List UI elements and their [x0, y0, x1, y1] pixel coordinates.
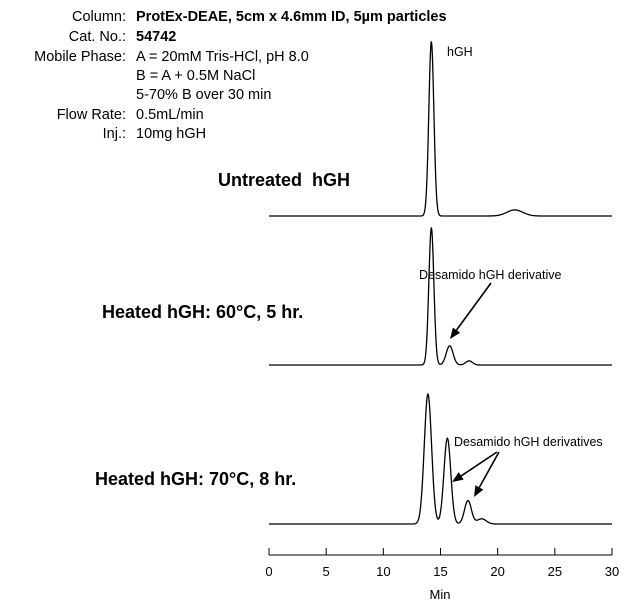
x-tick-label: 20 [490, 564, 504, 579]
injection-value: 10mg hGH [136, 126, 206, 142]
desamido-annotation-plural: Desamido hGH derivatives [454, 435, 603, 449]
x-tick-label: 30 [605, 564, 619, 579]
column-value: ProtEx-DEAE, 5cm x 4.6mm ID, 5µm particl… [136, 9, 447, 25]
mobile-phase-a: A = 20mM Tris-HCl, pH 8.0 [136, 49, 309, 65]
series-label-heated-70: Heated hGH: 70°C, 8 hr. [95, 469, 296, 489]
x-tick-label: 15 [433, 564, 447, 579]
arrow-desamido-60 [450, 282, 492, 339]
cat-label: Cat. No.: [69, 29, 126, 45]
method-conditions: Column: ProtEx-DEAE, 5cm x 4.6mm ID, 5µm… [34, 9, 446, 142]
annotations: hGH Desamido hGH derivative Desamido hGH… [419, 45, 603, 497]
x-axis-label: Min [430, 587, 451, 602]
chromatogram-trace-3 [269, 393, 612, 525]
arrow-desamido-70-peak2 [474, 451, 500, 497]
cat-value: 54742 [136, 29, 176, 45]
column-label: Column: [72, 9, 126, 25]
flow-rate-value: 0.5mL/min [136, 107, 204, 123]
mobile-phase-b: B = A + 0.5M NaCl [136, 68, 255, 84]
x-axis: 0 5 10 15 20 25 30 Min [265, 548, 619, 602]
flow-rate-label: Flow Rate: [57, 107, 126, 123]
desamido-annotation-single: Desamido hGH derivative [419, 268, 561, 282]
series-label-untreated: Untreated hGH [218, 170, 350, 190]
mobile-phase-label: Mobile Phase: [34, 49, 126, 65]
arrow-desamido-70-peak1 [452, 451, 498, 482]
gradient: 5-70% B over 30 min [136, 87, 271, 103]
series-label-heated-60: Heated hGH: 60°C, 5 hr. [102, 302, 303, 322]
injection-label: Inj.: [103, 126, 126, 142]
x-tick-label: 0 [265, 564, 272, 579]
hgh-peak-annotation: hGH [447, 45, 473, 59]
chromatogram-trace-1 [269, 40, 612, 217]
annotation-arrows [450, 282, 500, 497]
x-tick-label: 25 [548, 564, 562, 579]
chromatogram-trace-2 [269, 226, 612, 366]
x-tick-label: 10 [376, 564, 390, 579]
x-tick-label: 5 [323, 564, 330, 579]
chromatogram-traces [269, 40, 612, 525]
